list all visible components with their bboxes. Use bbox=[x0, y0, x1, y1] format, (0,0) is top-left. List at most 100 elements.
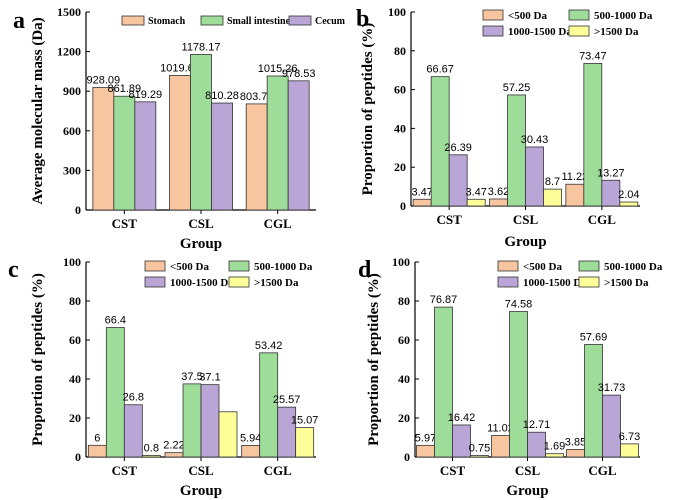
data-label: 15.07 bbox=[291, 415, 319, 427]
legend-swatch bbox=[482, 9, 504, 21]
y-tick-label: 0 bbox=[75, 203, 81, 217]
y-tick-label: 100 bbox=[63, 255, 81, 269]
legend-swatch bbox=[497, 260, 519, 272]
data-label: 16.42 bbox=[448, 412, 476, 424]
x-tick-label: CSL bbox=[188, 216, 214, 231]
y-tick-label: 20 bbox=[394, 160, 406, 174]
bar bbox=[416, 444, 435, 458]
bar bbox=[190, 54, 212, 211]
x-axis-title: Group bbox=[180, 236, 222, 252]
data-label: 57.69 bbox=[580, 332, 608, 344]
bar bbox=[245, 103, 268, 211]
legend-label: >1500 Da bbox=[594, 26, 639, 38]
data-label: 810.28 bbox=[205, 90, 239, 102]
legend-swatch bbox=[578, 276, 600, 288]
legend-swatch bbox=[568, 9, 590, 21]
y-tick-label: 100 bbox=[392, 255, 410, 269]
y-tick-label: 80 bbox=[69, 294, 81, 308]
legend-label: 1000-1500 Da bbox=[170, 277, 234, 289]
bar bbox=[525, 146, 544, 207]
panel-letter: c bbox=[8, 257, 19, 283]
panel-letter: a bbox=[13, 8, 25, 34]
data-label: 1019.66 bbox=[160, 62, 200, 74]
data-label: 11.22 bbox=[561, 171, 588, 183]
legend-swatch bbox=[144, 260, 166, 272]
data-label: 6 bbox=[94, 432, 100, 444]
data-label: 0.75 bbox=[469, 443, 490, 455]
data-label: 1.69 bbox=[544, 441, 565, 453]
legend-label: 500-1000 Da bbox=[254, 261, 313, 273]
y-tick-label: 0 bbox=[75, 450, 81, 464]
bar bbox=[602, 394, 621, 458]
y-tick-label: 0 bbox=[404, 450, 410, 464]
bar bbox=[601, 179, 621, 207]
legend-label: >1500 Da bbox=[254, 277, 299, 289]
x-axis-title: Group bbox=[180, 483, 222, 499]
data-label: 5.94 bbox=[240, 432, 261, 444]
data-label: 5.97 bbox=[415, 432, 436, 444]
data-label: 978.53 bbox=[282, 68, 316, 80]
data-label: 819.29 bbox=[129, 89, 163, 101]
bar bbox=[92, 87, 115, 211]
legend-swatch bbox=[568, 25, 590, 37]
bar bbox=[412, 198, 432, 207]
bar bbox=[134, 101, 157, 211]
legend-label: 500-1000 Da bbox=[594, 10, 653, 22]
y-tick-label: 60 bbox=[69, 333, 81, 347]
bar bbox=[545, 453, 564, 458]
y-tick-label: 1200 bbox=[57, 45, 81, 59]
bar bbox=[218, 411, 238, 458]
bar bbox=[259, 352, 279, 458]
x-tick-label: CGL bbox=[588, 463, 617, 478]
bar bbox=[584, 344, 603, 458]
y-tick-label: 60 bbox=[394, 83, 406, 97]
y-tick-label: 80 bbox=[398, 294, 410, 308]
data-label: 8.7 bbox=[545, 176, 560, 188]
legend-swatch bbox=[288, 15, 312, 26]
bar bbox=[182, 383, 202, 458]
panel-letter: b bbox=[356, 6, 369, 32]
data-label: 3.85 bbox=[565, 436, 586, 448]
bar bbox=[565, 183, 585, 207]
data-label: 3.62 bbox=[488, 186, 509, 198]
data-label: 25.57 bbox=[273, 394, 301, 406]
y-tick-label: 60 bbox=[398, 333, 410, 347]
x-axis-title: Group bbox=[504, 234, 546, 250]
bar bbox=[295, 427, 315, 458]
legend-swatch bbox=[144, 276, 166, 288]
x-tick-label: CGL bbox=[264, 216, 293, 231]
legend-label: 500-1000 Da bbox=[604, 261, 663, 273]
legend-swatch bbox=[482, 25, 504, 37]
bar bbox=[266, 75, 289, 211]
bar bbox=[509, 311, 528, 458]
y-tick-label: 40 bbox=[69, 372, 81, 386]
x-tick-label: CST bbox=[112, 216, 138, 231]
chart-panel-b: 0 20 40 60 80 100 CST 3.47 66.67 26.39 3.47 CSL 3.62… bbox=[356, 5, 653, 250]
data-label: 74.58 bbox=[505, 299, 533, 311]
bar bbox=[470, 455, 489, 458]
legend: <500 Da 500-1000 Da 1000-1500 Da >1500 Da bbox=[497, 260, 663, 289]
bar bbox=[491, 435, 510, 458]
panel-letter: d bbox=[358, 257, 372, 283]
bar bbox=[113, 95, 136, 211]
bar bbox=[466, 198, 486, 207]
legend-label: Stomach bbox=[148, 16, 186, 27]
legend-swatch bbox=[121, 15, 145, 26]
data-label: 861.89 bbox=[108, 83, 142, 95]
bar bbox=[141, 455, 161, 458]
x-tick-label: CST bbox=[112, 463, 138, 478]
x-tick-label: CSL bbox=[515, 463, 541, 478]
data-label: 3.47 bbox=[411, 186, 432, 198]
data-label: 76.87 bbox=[430, 294, 458, 306]
legend-swatch bbox=[200, 15, 224, 26]
data-label: 66.67 bbox=[426, 64, 454, 76]
y-tick-label: 40 bbox=[398, 372, 410, 386]
legend-swatch bbox=[578, 260, 600, 272]
legend-label: <500 Da bbox=[508, 10, 547, 22]
bar bbox=[448, 154, 468, 207]
legend: <500 Da 500-1000 Da 1000-1500 Da >1500 Da bbox=[482, 9, 653, 38]
legend: <500 Da 500-1000 Da 1000-1500 Da >1500 Da bbox=[144, 260, 313, 289]
data-label: 3.47 bbox=[465, 186, 486, 198]
data-label: 803.78 bbox=[240, 91, 274, 103]
